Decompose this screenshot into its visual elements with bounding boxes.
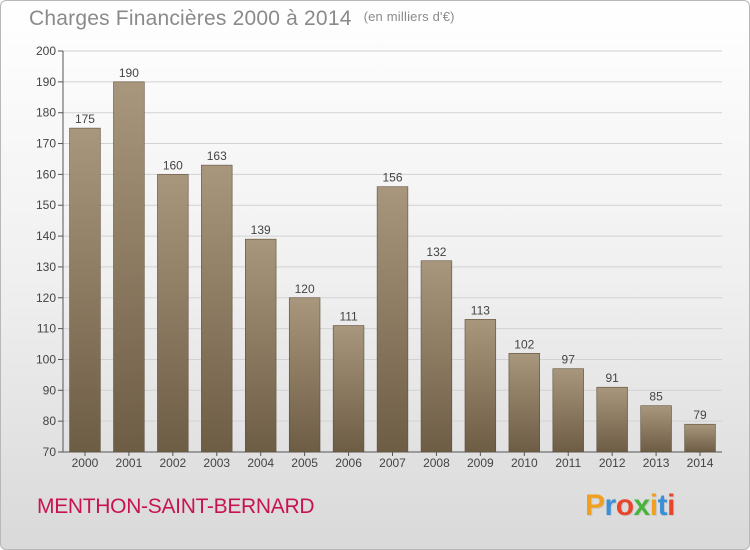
logo-letter: r <box>604 489 617 522</box>
data-label: 190 <box>119 66 139 80</box>
data-label: 160 <box>163 158 183 172</box>
data-label: 91 <box>605 371 619 385</box>
bar <box>288 297 321 453</box>
y-tick-label: 200 <box>36 44 56 58</box>
bar <box>508 352 540 453</box>
proxiti-logo[interactable]: Proxiti <box>585 489 675 523</box>
x-tick-label: 2014 <box>687 456 714 470</box>
data-label: 139 <box>251 223 271 237</box>
x-tick-label: 2005 <box>291 456 318 470</box>
y-tick-label: 190 <box>36 75 56 89</box>
x-tick-label: 2001 <box>116 456 143 470</box>
data-labels: 175 190 160 163 139 120 111 156 132 113 102 97 91 85 7… <box>75 66 707 422</box>
chart-title-text: Charges Financières 2000 à 2014 <box>29 7 352 30</box>
x-tick-label: 2013 <box>643 456 670 470</box>
logo-letter: i <box>649 489 658 522</box>
x-tick-label: 2000 <box>72 456 99 470</box>
y-tick-label: 170 <box>36 137 56 151</box>
y-tick-label: 90 <box>43 383 57 397</box>
y-tick-label: 160 <box>36 167 56 181</box>
chart-title: Charges Financières 2000 à 2014 (en milli… <box>29 7 455 31</box>
data-label: 163 <box>207 149 227 163</box>
y-tick-label: 140 <box>36 229 56 243</box>
logo-letter: o <box>615 489 634 522</box>
bars <box>69 81 716 453</box>
data-label: 156 <box>382 171 402 185</box>
data-label: 102 <box>514 337 534 351</box>
logo-letter: x <box>633 489 651 522</box>
data-label: 120 <box>295 282 315 296</box>
data-label: 175 <box>75 112 95 126</box>
chart-subtitle: (en milliers d'€) <box>363 9 455 24</box>
data-label: 97 <box>562 353 576 367</box>
x-tick-label: 2008 <box>423 456 450 470</box>
bar <box>157 174 189 453</box>
y-tick-label: 120 <box>36 291 56 305</box>
data-label: 85 <box>649 390 663 404</box>
x-tick-label: 2002 <box>159 456 186 470</box>
bar <box>201 164 233 453</box>
bar <box>684 423 716 453</box>
y-tick-label: 70 <box>43 445 57 459</box>
bar <box>552 368 584 453</box>
logo-letter: t <box>657 489 668 522</box>
y-tick-label: 180 <box>36 106 56 120</box>
bar <box>113 81 145 453</box>
bar <box>596 386 628 453</box>
x-tick-label: 2011 <box>555 456 581 470</box>
bar <box>245 238 277 453</box>
x-tick-label: 2010 <box>511 456 538 470</box>
x-tick-label: 2009 <box>467 456 494 470</box>
data-label: 79 <box>693 408 707 422</box>
y-tick-label: 80 <box>43 414 57 428</box>
y-tick-label: 100 <box>36 352 56 366</box>
x-tick-label: 2004 <box>247 456 274 470</box>
bar <box>640 405 672 453</box>
data-label: 113 <box>471 303 490 317</box>
x-tick-label: 2003 <box>203 456 230 470</box>
y-tick-label: 130 <box>36 260 56 274</box>
y-tick-label: 110 <box>37 322 56 336</box>
y-tick-label: 150 <box>36 198 56 212</box>
logo-letter: P <box>585 489 605 522</box>
x-tick-label: 2012 <box>599 456 626 470</box>
x-tick-label: 2006 <box>335 456 362 470</box>
bar <box>420 260 453 453</box>
bar <box>376 186 409 453</box>
bar <box>332 325 365 453</box>
x-tick-label: 2007 <box>379 456 406 470</box>
axes: 7080901001101201301401501601701801902002… <box>36 44 722 470</box>
data-label: 111 <box>339 310 358 324</box>
bar <box>464 319 497 453</box>
town-name: MENTHON-SAINT-BERNARD <box>37 495 315 518</box>
bar <box>69 127 101 453</box>
data-label: 132 <box>426 245 446 259</box>
logo-letter: i <box>667 489 675 522</box>
